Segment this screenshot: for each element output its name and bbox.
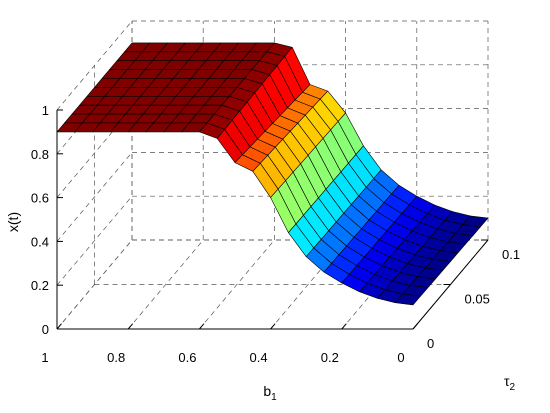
z-tick-label: 0.4 — [31, 234, 49, 249]
x-tick-mark — [56, 323, 62, 330]
surface — [56, 42, 489, 306]
y-tick-label: 0 — [427, 336, 434, 351]
grid-left-horizontal — [56, 108, 133, 198]
x-tick-label: 1 — [41, 350, 48, 365]
tick-labels: 0 0.2 0.4 0.6 0.8 1 1 0.8 0.6 0.4 0.2 0 0 0.05 0.1 — [31, 103, 520, 365]
y-tick-label: 0.1 — [502, 247, 520, 262]
x-axis-label-sub: 1 — [271, 392, 277, 403]
x-axis-label-main: b — [263, 383, 271, 399]
x-tick-label: 0.4 — [250, 350, 268, 365]
z-tick-label: 0 — [42, 322, 49, 337]
y-axis-label-sub: 2 — [510, 382, 516, 393]
surface-patch — [394, 293, 421, 306]
y-tick-label: 0.05 — [465, 292, 490, 307]
y-axis-label-main: τ — [504, 373, 510, 389]
x-tick-mark — [127, 323, 134, 330]
grid-floor-x — [270, 239, 346, 330]
x-tick-mark — [341, 323, 347, 330]
z-tick-label: 0.2 — [31, 278, 49, 293]
z-tick-label: 1 — [42, 103, 49, 118]
x-tick-mark — [199, 323, 205, 330]
x-tick-label: 0.2 — [321, 350, 339, 365]
x-tick-label: 0 — [397, 350, 404, 365]
z-tick-label: 0.6 — [31, 191, 49, 206]
x-axis-label: b1 — [263, 383, 277, 403]
x-tick-label: 0.6 — [178, 350, 196, 365]
z-tick-label: 0.8 — [31, 147, 49, 162]
grid-left-horizontal — [56, 152, 133, 242]
grid-floor-x — [199, 239, 275, 330]
x-tick-label: 0.8 — [107, 350, 125, 365]
x-tick-mark — [412, 323, 418, 330]
axis-labels: x(t) b1 τ2 — [5, 212, 516, 403]
z-axis-label: x(t) — [5, 212, 21, 232]
grid-left-horizontal — [56, 195, 133, 286]
y-axis-label: τ2 — [504, 373, 516, 393]
x-tick-mark — [270, 323, 276, 330]
grid-left-horizontal — [56, 20, 133, 111]
grid-floor-x — [127, 239, 204, 330]
